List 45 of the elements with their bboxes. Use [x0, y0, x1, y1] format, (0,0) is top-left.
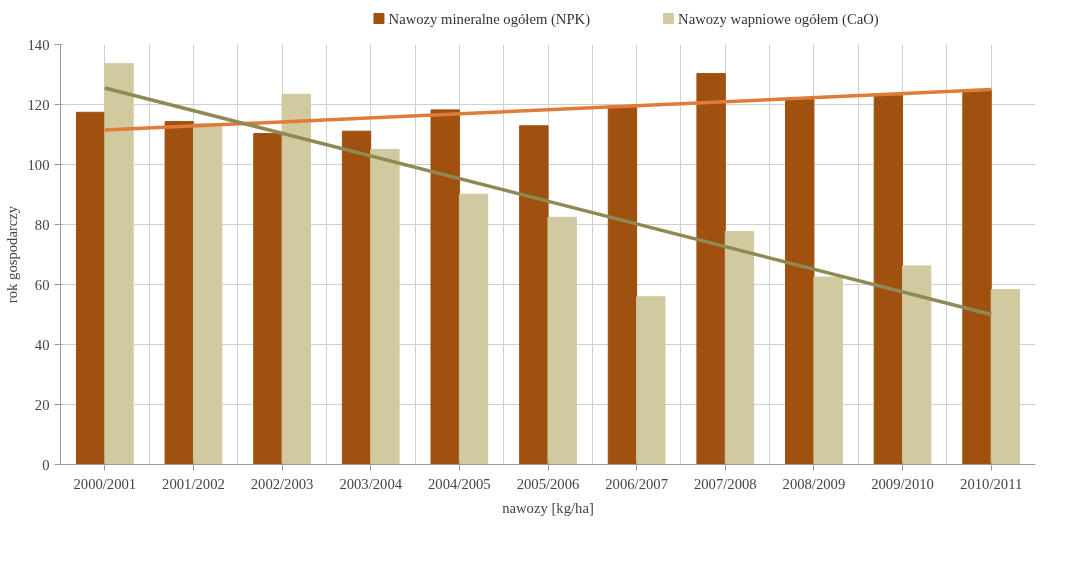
x-tick-label: 2005/2006	[516, 475, 580, 492]
bar	[785, 98, 815, 465]
bar	[192, 123, 223, 465]
y-tick-label: 40	[34, 336, 50, 353]
x-tick-label: 2004/2005	[428, 475, 491, 492]
bar	[902, 265, 932, 465]
x-tick-label: 2002/2003	[250, 475, 314, 492]
x-tick-label: 2007/2008	[693, 475, 757, 492]
bar	[607, 105, 638, 465]
y-tick-label: 120	[27, 96, 50, 113]
bar	[341, 130, 372, 465]
bar	[281, 93, 311, 465]
x-tick-label: 2003/2004	[339, 475, 403, 492]
x-tick-label: 2009/2010	[871, 475, 934, 492]
y-tick-label: 20	[34, 396, 50, 413]
bar	[636, 296, 666, 465]
y-axis-title: rok gospodarczy	[3, 205, 20, 304]
y-tick-label: 0	[42, 456, 50, 473]
x-tick-label: 2006/2007	[605, 475, 668, 492]
bar	[724, 230, 755, 465]
y-tick-label: 100	[27, 156, 50, 173]
y-tick-label: 60	[34, 276, 50, 293]
x-tick-label: 2008/2009	[782, 475, 846, 492]
x-tick-label: 2000/2001	[73, 475, 137, 492]
bar	[873, 94, 904, 465]
bar	[813, 276, 843, 465]
bar	[253, 133, 283, 465]
x-tick-label: 2001/2002	[162, 475, 225, 492]
bar	[519, 125, 549, 465]
bar	[164, 121, 194, 465]
legend-label: Nawozy mineralne ogółem (NPK)	[388, 10, 591, 28]
bar	[430, 109, 460, 465]
legend-label: Nawozy wapniowe ogółem (CaO)	[678, 10, 879, 28]
x-axis-title: nawozy [kg/ha]	[502, 499, 594, 516]
bar	[990, 289, 1021, 465]
bar	[696, 73, 726, 465]
bar	[458, 193, 489, 465]
bar	[370, 149, 400, 465]
bar	[547, 216, 577, 465]
bar	[104, 63, 134, 465]
y-tick-label: 140	[27, 36, 50, 53]
bar	[962, 89, 992, 465]
bar	[75, 111, 106, 465]
y-tick-label: 80	[34, 216, 50, 233]
x-tick-label: 2010/2011	[960, 475, 1023, 492]
